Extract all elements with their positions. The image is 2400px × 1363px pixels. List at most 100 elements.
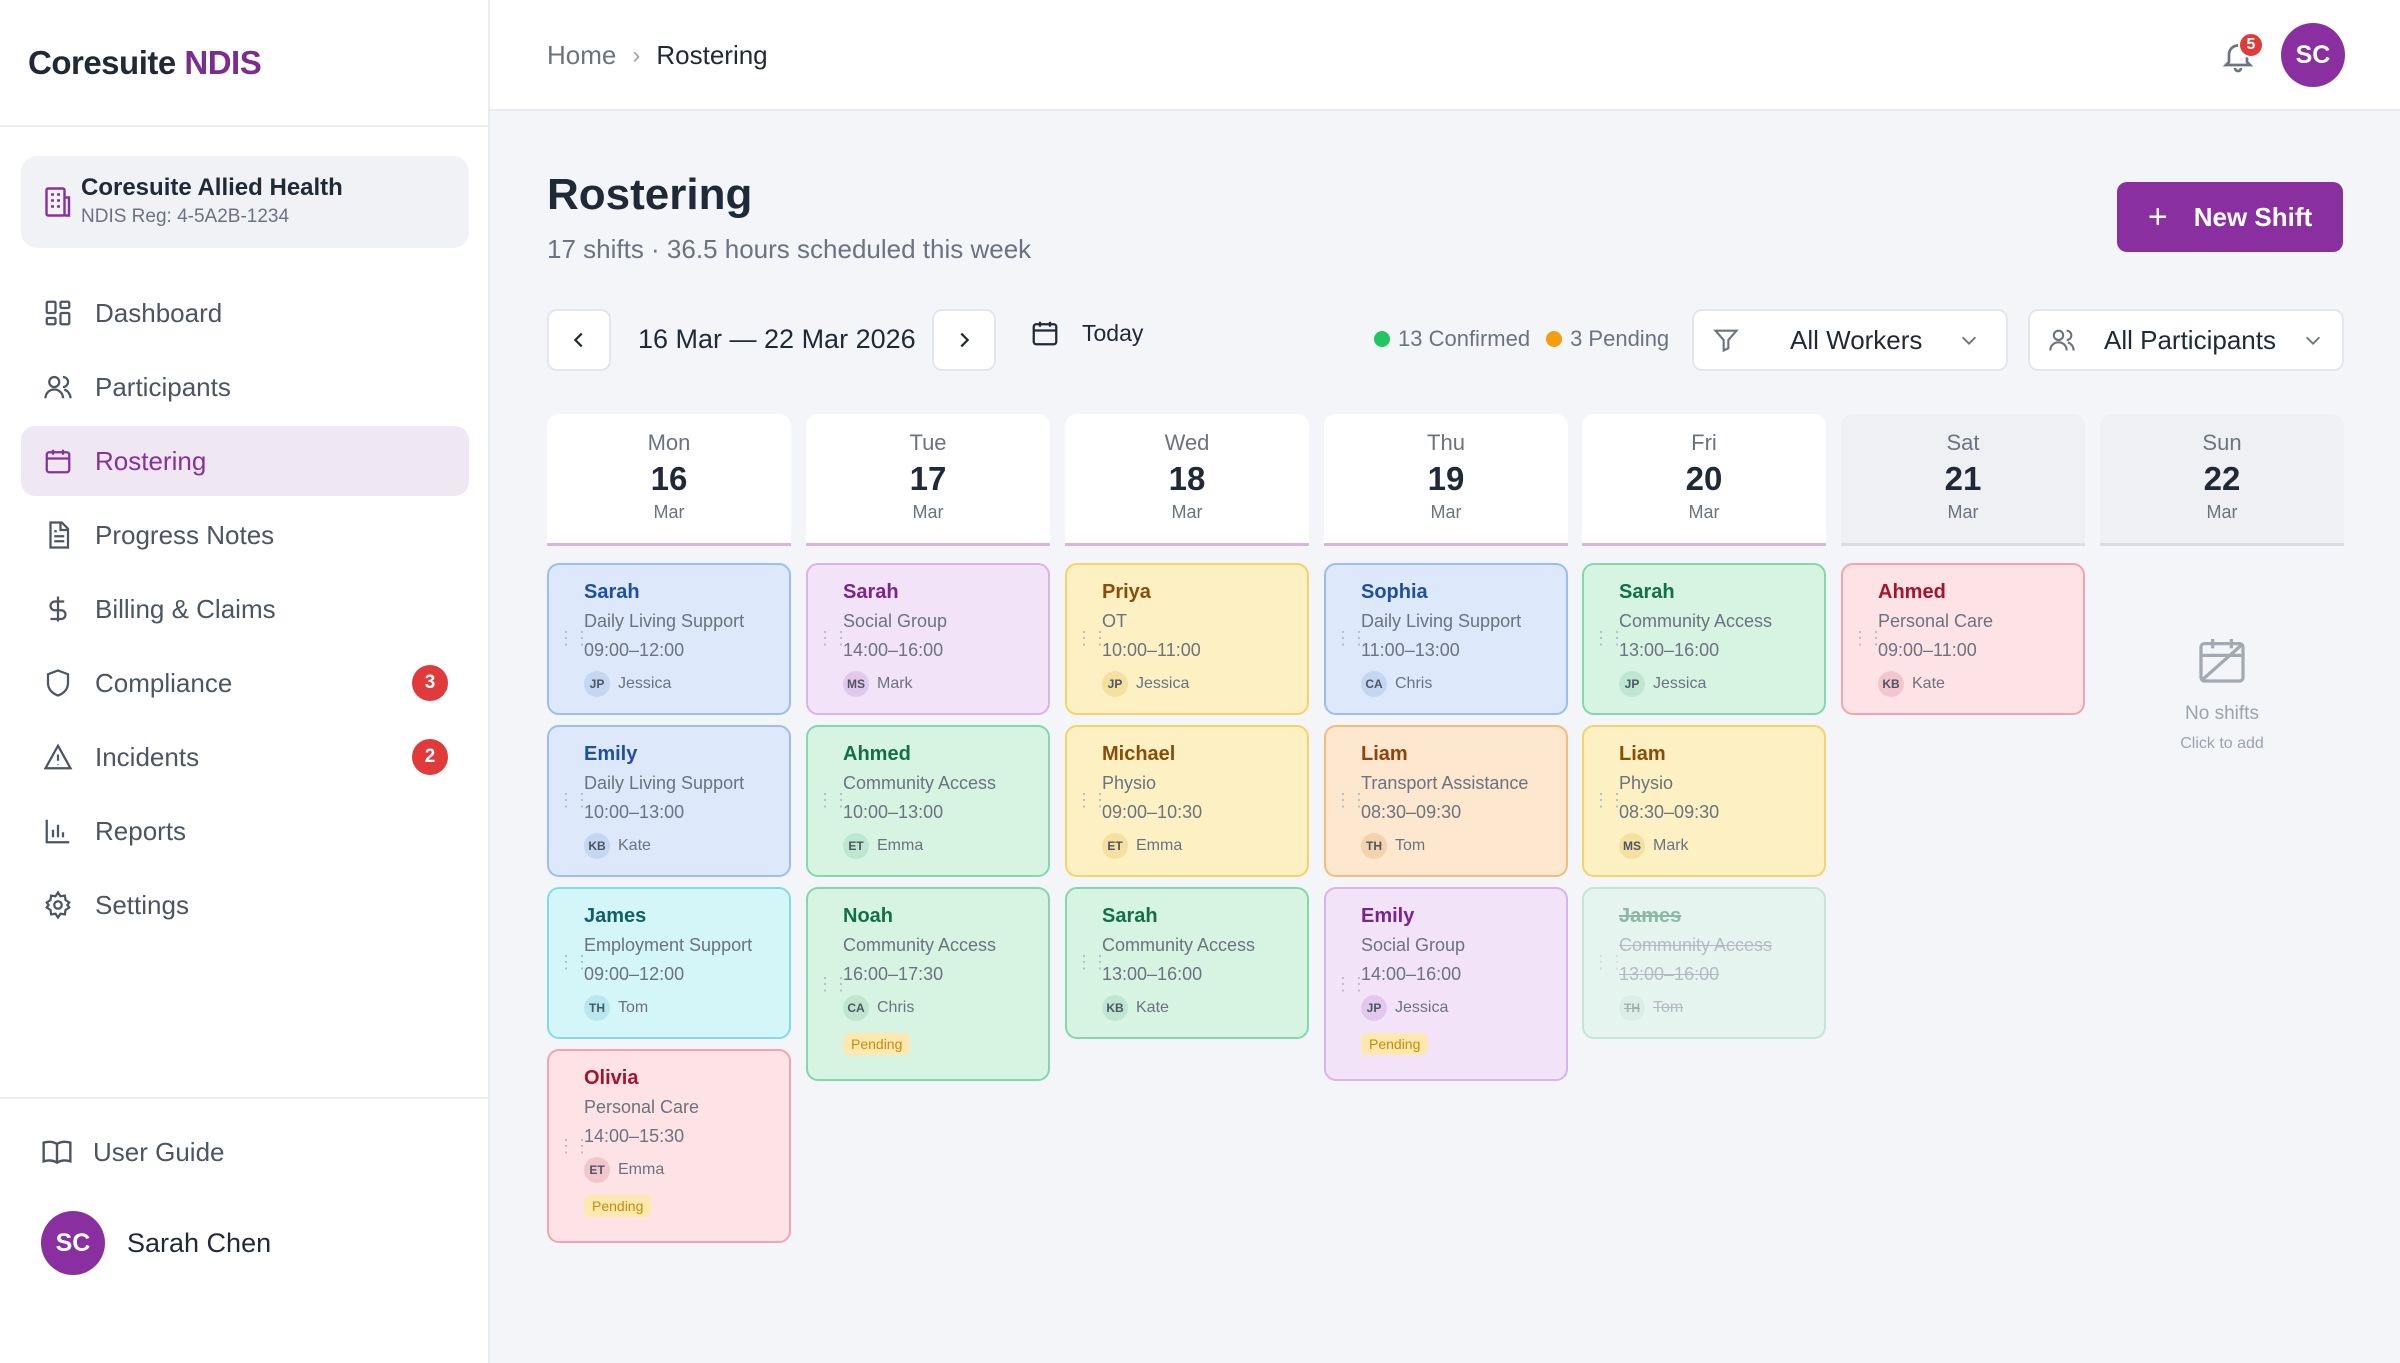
participants-filter[interactable]: All Participants	[2028, 309, 2344, 371]
shift-card[interactable]: ⋮⋮ Olivia Personal Care 14:00–15:30 ET Em…	[547, 1049, 791, 1243]
day-column-sun: Sun 22 Mar No shifts Click to add	[2100, 414, 2344, 1244]
day-name: Fri	[1691, 430, 1717, 455]
drag-handle-icon[interactable]: ⋮⋮	[1075, 628, 1109, 648]
participant-name: Liam	[1361, 743, 1408, 765]
shift-card[interactable]: ⋮⋮ Noah Community Access 16:00–17:30 CA C…	[806, 887, 1050, 1081]
avatar: SC	[41, 1211, 105, 1275]
topbar: Home › Rostering 5 SC	[490, 0, 2400, 111]
drag-handle-icon[interactable]: ⋮⋮	[1075, 952, 1109, 972]
drag-handle-icon[interactable]: ⋮⋮	[557, 1136, 591, 1156]
gear-icon	[41, 888, 75, 922]
avatar[interactable]: SC	[2281, 23, 2345, 87]
drag-handle-icon[interactable]: ⋮⋮	[1592, 628, 1626, 648]
assigned-worker: KB Kate	[584, 833, 651, 859]
next-week-button[interactable]	[932, 309, 996, 371]
user-guide-link[interactable]: User Guide	[41, 1136, 225, 1168]
filter-icon	[1713, 329, 1739, 353]
shift-card[interactable]: ⋮⋮ Ahmed Personal Care 09:00–11:00 KB Kat…	[1841, 563, 2085, 715]
participant-name: Olivia	[584, 1067, 639, 1089]
shift-time: 08:30–09:30	[1619, 802, 1720, 822]
users-icon	[41, 370, 75, 404]
breadcrumb-home[interactable]: Home	[547, 40, 617, 70]
drag-handle-icon[interactable]: ⋮⋮	[1075, 790, 1109, 810]
day-column-mon: Mon 16 Mar ⋮⋮ Sarah Daily Living Support…	[547, 414, 791, 1244]
app-logo[interactable]: Coresuite NDIS	[28, 44, 262, 82]
participant-name: Sarah	[1619, 581, 1675, 603]
drag-handle-icon[interactable]: ⋮⋮	[557, 790, 591, 810]
today-button[interactable]: Today	[1030, 318, 1143, 348]
worker-name: Tom	[1653, 999, 1684, 1016]
day-month: Mar	[1947, 502, 1979, 522]
drag-handle-icon[interactable]: ⋮⋮	[557, 628, 591, 648]
sidebar-item-billing[interactable]: Billing & Claims	[21, 574, 469, 644]
day-month: Mar	[1171, 502, 1203, 522]
sidebar-item-incidents[interactable]: Incidents 2	[21, 722, 469, 792]
shift-time: 13:00–16:00	[1619, 640, 1720, 660]
sidebar-item-reports[interactable]: Reports	[21, 796, 469, 866]
sidebar-item-dashboard[interactable]: Dashboard	[21, 278, 469, 348]
shift-card-cancelled[interactable]: ⋮⋮ James Community Access 13:00–16:00 TH…	[1582, 887, 1826, 1039]
drag-handle-icon[interactable]: ⋮⋮	[1592, 790, 1626, 810]
worker-initials: JP	[1619, 671, 1645, 697]
sidebar-item-compliance[interactable]: Compliance 3	[21, 648, 469, 718]
new-shift-button[interactable]: + New Shift	[2117, 182, 2343, 252]
day-number: 22	[2203, 460, 2241, 497]
drag-handle-icon[interactable]: ⋮⋮	[1334, 974, 1368, 994]
worker-initials: JP	[1361, 995, 1387, 1021]
service-type: Social Group	[843, 611, 948, 631]
worker-name: Kate	[618, 837, 651, 854]
sidebar-item-label: Billing & Claims	[95, 593, 276, 624]
day-header: Tue 17 Mar	[806, 414, 1050, 546]
workers-filter[interactable]: All Workers	[1692, 309, 2008, 371]
day-name: Mon	[647, 430, 691, 455]
shift-card[interactable]: ⋮⋮ Liam Physio 08:30–09:30 MS Mark	[1582, 725, 1826, 877]
shift-time: 10:00–13:00	[843, 802, 944, 822]
shift-card[interactable]: ⋮⋮ James Employment Support 09:00–12:00 …	[547, 887, 791, 1039]
drag-handle-icon[interactable]: ⋮⋮	[1334, 628, 1368, 648]
logo-accent: NDIS	[184, 44, 262, 81]
status-badge: Pending	[584, 1195, 652, 1217]
prev-week-button[interactable]	[547, 309, 611, 371]
drag-handle-icon[interactable]: ⋮⋮	[1334, 790, 1368, 810]
drag-handle-icon[interactable]: ⋮⋮	[816, 974, 850, 994]
drag-handle-icon[interactable]: ⋮⋮	[1592, 952, 1626, 972]
shift-card[interactable]: ⋮⋮ Liam Transport Assistance 08:30–09:30…	[1324, 725, 1568, 877]
empty-day-slot[interactable]: No shifts Click to add	[2100, 632, 2344, 753]
bar-chart-icon	[41, 814, 75, 848]
day-name: Sat	[1946, 430, 1980, 455]
sidebar-item-settings[interactable]: Settings	[21, 870, 469, 940]
shift-card[interactable]: ⋮⋮ Sarah Social Group 14:00–16:00 MS Mark	[806, 563, 1050, 715]
shift-card[interactable]: ⋮⋮ Ahmed Community Access 10:00–13:00 ET…	[806, 725, 1050, 877]
day-number: 19	[1427, 460, 1465, 497]
shift-card[interactable]: ⋮⋮ Priya OT 10:00–11:00 JP Jessica	[1065, 563, 1309, 715]
sidebar-nav: Dashboard Participants Rostering Progres…	[21, 278, 469, 944]
shift-time: 09:00–11:00	[1878, 640, 1977, 660]
assigned-worker: CA Chris	[1361, 671, 1432, 697]
participant-name: Sophia	[1361, 581, 1428, 603]
service-type: Community Access	[1102, 935, 1256, 955]
drag-handle-icon[interactable]: ⋮⋮	[816, 628, 850, 648]
assigned-worker: TH Tom	[584, 995, 648, 1021]
worker-name: Chris	[877, 999, 915, 1016]
assigned-worker: JP Jessica	[584, 671, 671, 697]
participant-name: Priya	[1102, 581, 1151, 603]
shift-card[interactable]: ⋮⋮ Sophia Daily Living Support 11:00–13:…	[1324, 563, 1568, 715]
shift-card[interactable]: ⋮⋮ Emily Social Group 14:00–16:00 JP Jess…	[1324, 887, 1568, 1081]
shift-card[interactable]: ⋮⋮ Sarah Daily Living Support 09:00–12:0…	[547, 563, 791, 715]
user-profile[interactable]: SC Sarah Chen	[41, 1211, 271, 1275]
drag-handle-icon[interactable]: ⋮⋮	[816, 790, 850, 810]
shift-card[interactable]: ⋮⋮ Michael Physio 09:00–10:30 ET Emma	[1065, 725, 1309, 877]
status-badge: Pending	[843, 1033, 911, 1055]
sidebar-item-rostering[interactable]: Rostering	[21, 426, 469, 496]
shift-card[interactable]: ⋮⋮ Emily Daily Living Support 10:00–13:0…	[547, 725, 791, 877]
status-legend: 13 Confirmed 3 Pending	[1374, 326, 1669, 352]
shift-card[interactable]: ⋮⋮ Sarah Community Access 13:00–16:00 JP…	[1582, 563, 1826, 715]
org-switcher[interactable]: Coresuite Allied Health NDIS Reg: 4-5A2B…	[21, 156, 469, 248]
shift-time: 09:00–12:00	[584, 640, 685, 660]
drag-handle-icon[interactable]: ⋮⋮	[557, 952, 591, 972]
sidebar-item-progress-notes[interactable]: Progress Notes	[21, 500, 469, 570]
assigned-worker: ET Emma	[1102, 833, 1182, 859]
drag-handle-icon[interactable]: ⋮⋮	[1851, 628, 1885, 648]
shift-card[interactable]: ⋮⋮ Sarah Community Access 13:00–16:00 KB…	[1065, 887, 1309, 1039]
sidebar-item-participants[interactable]: Participants	[21, 352, 469, 422]
